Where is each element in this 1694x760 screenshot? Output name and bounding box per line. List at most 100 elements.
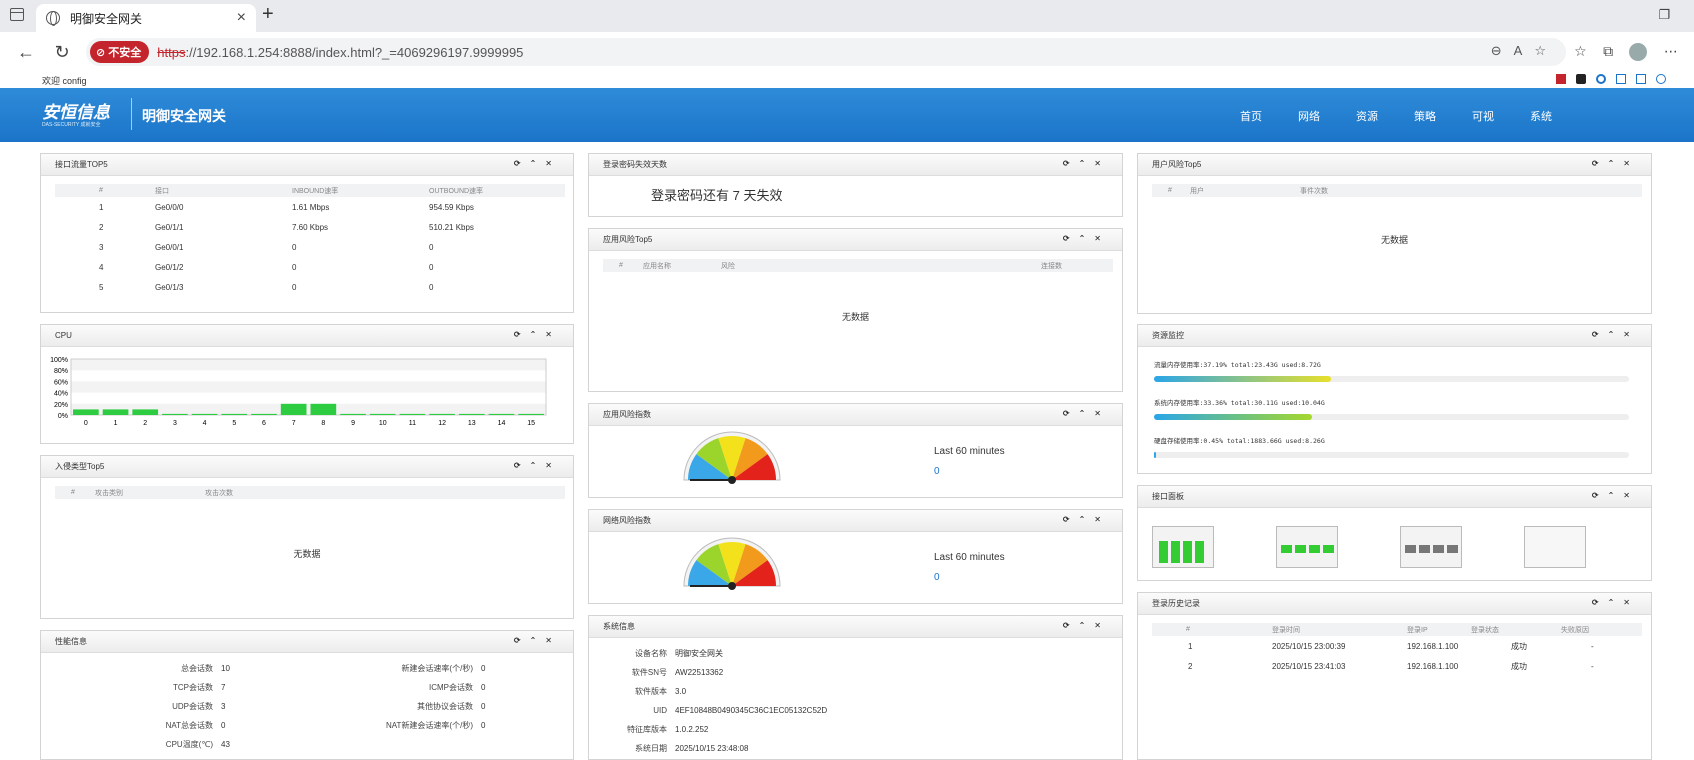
risk-gauge <box>683 431 781 484</box>
cell: 1.0.2.252 <box>675 725 709 734</box>
cpu-bar <box>399 413 426 415</box>
power-icon[interactable] <box>1596 74 1606 84</box>
cell: Ge0/1/1 <box>155 222 184 232</box>
save-icon[interactable] <box>1556 74 1566 84</box>
cpu-bar <box>73 409 99 415</box>
panel-controls[interactable]: ⟳⌃✕ <box>1062 234 1110 243</box>
cell: 设备名称 <box>635 649 667 658</box>
panel-title: 用户风险Top5 <box>1152 160 1202 169</box>
nav-home[interactable]: 首页 <box>1240 111 1262 123</box>
x-tick-label: 8 <box>321 420 325 427</box>
back-icon[interactable]: ← <box>17 41 35 62</box>
nav-policy[interactable]: 策略 <box>1414 111 1436 123</box>
iface-panel: 接口面板 ⟳⌃✕ <box>1137 485 1652 581</box>
port-board <box>1400 526 1462 568</box>
extensions-icon[interactable]: ⧉ <box>1603 43 1614 59</box>
cpu-bar <box>221 413 248 415</box>
perf-table: 总会话数 10 新建会话速率(个/秒) 0 TCP会话数 7 ICMP会话数 0 UDP会话… <box>41 659 541 754</box>
panel-controls[interactable]: ⟳⌃✕ <box>1062 621 1110 630</box>
cell: 7.60 Kbps <box>292 222 329 232</box>
panel-controls[interactable]: ⟳⌃✕ <box>1591 330 1639 339</box>
window-icon[interactable] <box>1616 74 1626 84</box>
restore-window-icon[interactable]: ❐ <box>1658 7 1670 22</box>
app-risk-panel: 应用风险Top5 ⟳⌃✕ # 应用名称 风险 连接数 无数据 <box>588 228 1123 392</box>
grid-band <box>71 403 546 415</box>
panel-controls[interactable]: ⟳⌃✕ <box>513 159 561 168</box>
panel-controls[interactable]: ⟳⌃✕ <box>1591 159 1639 168</box>
cell: 2025/10/15 23:41:03 <box>1272 661 1346 671</box>
panel-title: 性能信息 <box>55 637 87 646</box>
nav-network[interactable]: 网络 <box>1298 111 1320 123</box>
app-risk-table: # 应用名称 风险 连接数 <box>603 259 1113 272</box>
lock-icon[interactable] <box>1576 74 1586 84</box>
panel-title: 登录历史记录 <box>1152 599 1200 608</box>
col-header: 失败原因 <box>1561 623 1642 636</box>
gauge-segment <box>732 560 776 586</box>
resource-list: 流量内存使用率:37.19% total:23.43G used:8.72G 系… <box>1138 347 1651 473</box>
perf-panel: 性能信息 ⟳⌃✕ 总会话数 10 新建会话速率(个/秒) 0 TCP会话数 7 ICMP会话… <box>40 630 574 760</box>
iface-traffic-panel: 接口流量TOP5 ⟳⌃✕ # 接口 INBOUND速率 OUTBOUND速率 1 Ge0/… <box>40 153 574 313</box>
y-tick-label: 0% <box>58 413 68 420</box>
favorites-icon[interactable]: ☆ <box>1574 43 1587 59</box>
table-row: 设备名称 明御安全网关 <box>589 644 1009 663</box>
insecure-badge[interactable]: ⊘ 不安全 <box>90 41 150 63</box>
welcome-text: 欢迎 config <box>42 75 87 86</box>
gauge-segment <box>696 438 732 480</box>
nav-resource[interactable]: 资源 <box>1356 111 1378 123</box>
cell: 4EF10848B0490345C36C1EC05132C52D <box>675 706 828 715</box>
address-bar[interactable]: ⊘ 不安全 https://192.168.1.254:8888/index.h… <box>86 38 1566 66</box>
panel-controls[interactable]: ⟳⌃✕ <box>513 461 561 470</box>
nav-system[interactable]: 系统 <box>1530 111 1552 123</box>
logout-icon[interactable] <box>1636 74 1646 84</box>
cell: ICMP会话数 <box>429 683 473 692</box>
cell: NAT新建会话速率(个/秒) <box>386 721 473 730</box>
cell: 0 <box>429 282 434 292</box>
panel-controls[interactable]: ⟳⌃✕ <box>513 330 561 339</box>
zoom-read-favorite-icons[interactable]: ⊖A☆ <box>1490 43 1558 58</box>
cell: 3 <box>221 702 226 711</box>
cpu-bar <box>310 403 337 415</box>
panel-title: 接口面板 <box>1152 492 1184 501</box>
panel-controls[interactable]: ⟳⌃✕ <box>1062 515 1110 524</box>
panel-controls[interactable]: ⟳⌃✕ <box>1591 598 1639 607</box>
panel-controls[interactable]: ⟳⌃✕ <box>513 636 561 645</box>
risk-value: 0 <box>934 572 940 583</box>
table-row: 总会话数 10 新建会话速率(个/秒) 0 <box>41 659 541 678</box>
more-icon[interactable]: ⋯ <box>1663 43 1678 59</box>
reload-icon[interactable]: ↻ <box>54 41 70 62</box>
close-icon[interactable]: × <box>236 9 246 26</box>
no-data: 无数据 <box>1380 235 1408 245</box>
gauge-segment <box>688 560 732 586</box>
panel-controls[interactable]: ⟳⌃✕ <box>1062 159 1110 168</box>
cell: 3.0 <box>675 687 687 696</box>
table-row: 特征库版本 1.0.2.252 <box>589 720 1009 739</box>
risk-value: 0 <box>934 466 940 477</box>
panel-controls[interactable]: ⟳⌃✕ <box>1062 409 1110 418</box>
col-header: 登录状态 <box>1471 623 1561 636</box>
nav-visual[interactable]: 可视 <box>1472 111 1494 123</box>
gauge-segment <box>718 436 746 480</box>
app-name: 明御安全网关 <box>142 108 226 124</box>
resource-label: 系统内存使用率:33.36% total:30.11G used:10.04G <box>1154 399 1325 407</box>
panel-controls[interactable]: ⟳⌃✕ <box>1591 491 1639 500</box>
cell: 软件SN号 <box>631 668 667 677</box>
cell: 0 <box>481 721 486 730</box>
window-menu-icon[interactable] <box>10 8 24 21</box>
avatar[interactable] <box>1629 43 1648 61</box>
cell: 2 <box>99 222 104 232</box>
x-tick-label: 2 <box>143 420 147 427</box>
browser-tab[interactable]: 明御安全网关 × <box>36 4 256 32</box>
cell: 7 <box>221 683 226 692</box>
cell: 0 <box>429 242 434 252</box>
cell: 0 <box>221 721 226 730</box>
help-icon[interactable] <box>1656 74 1666 84</box>
address-bar-row: ← ↻ ⊘ 不安全 https://192.168.1.254:8888/ind… <box>0 32 1694 72</box>
cell: 0 <box>292 282 297 292</box>
cell: 0 <box>429 262 434 272</box>
cell: 0 <box>292 242 297 252</box>
resource-panel: 资源监控 ⟳⌃✕ 流量内存使用率:37.19% total:23.43G used… <box>1137 324 1652 474</box>
new-tab-icon[interactable]: + <box>262 3 274 25</box>
bookmarks-bar: 欢迎 config <box>0 72 1694 88</box>
url-scheme: https <box>157 44 186 60</box>
grid-band <box>71 381 546 393</box>
